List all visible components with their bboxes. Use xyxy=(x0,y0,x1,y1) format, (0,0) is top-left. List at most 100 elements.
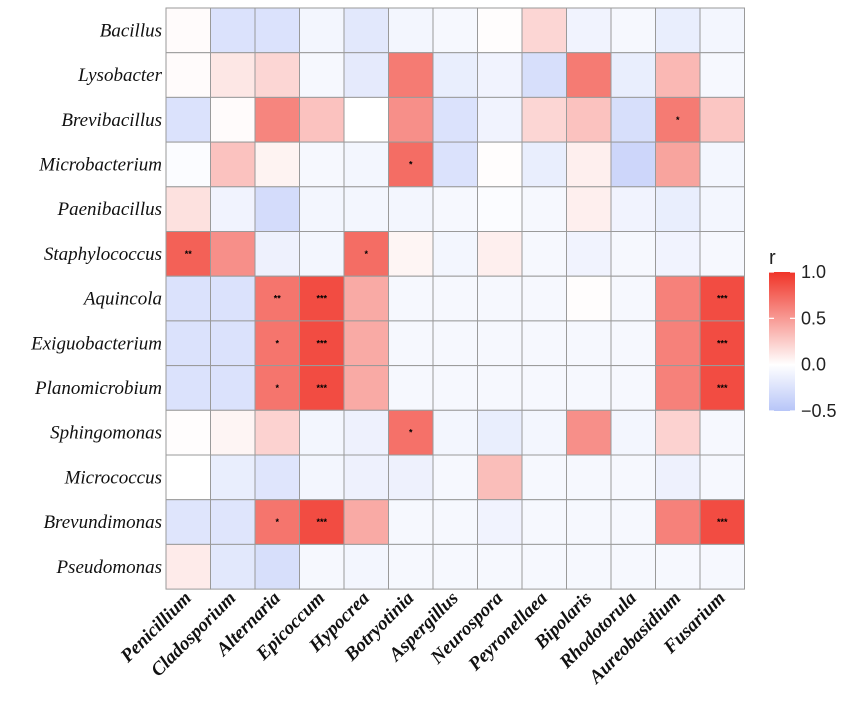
legend-colorbar xyxy=(769,272,795,411)
heatmap-cell xyxy=(610,365,656,411)
heatmap-cell xyxy=(432,320,478,367)
heatmap-cell xyxy=(655,365,701,411)
heatmap-cell xyxy=(477,543,523,590)
heatmap-cell xyxy=(299,275,345,322)
significance-mark: * xyxy=(364,249,368,259)
heatmap-cell xyxy=(165,141,211,188)
heatmap-cell xyxy=(343,454,389,501)
heatmap-cell xyxy=(477,52,523,98)
legend-tick-label: 0.0 xyxy=(801,355,826,375)
heatmap-cell xyxy=(610,141,656,188)
heatmap-cell xyxy=(299,454,345,501)
heatmap-cell xyxy=(165,454,211,501)
heatmap-cell xyxy=(210,275,256,322)
heatmap-cell xyxy=(343,52,389,98)
heatmap-cell xyxy=(254,96,300,143)
heatmap-cell xyxy=(521,454,567,501)
heatmap-cell xyxy=(432,409,478,456)
heatmap-cell xyxy=(521,231,567,277)
heatmap-cell xyxy=(655,96,701,143)
significance-mark: *** xyxy=(316,338,327,348)
heatmap-cell xyxy=(477,7,523,54)
heatmap-cell xyxy=(254,543,300,590)
significance-mark: ** xyxy=(185,249,193,259)
heatmap-cell xyxy=(210,52,256,98)
heatmap-cell xyxy=(477,499,523,545)
heatmap-cell xyxy=(699,454,745,501)
heatmap-cell xyxy=(610,320,656,367)
heatmap-cell xyxy=(210,543,256,590)
heatmap-cell xyxy=(655,231,701,277)
row-label: Micrococcus xyxy=(64,467,162,488)
row-label: Staphylococcus xyxy=(44,244,162,265)
row-label: Aquincola xyxy=(82,289,162,310)
row-label: Microbacterium xyxy=(38,154,162,175)
heatmap-cell xyxy=(521,275,567,322)
heatmap-cell xyxy=(566,543,612,590)
heatmap-cell xyxy=(388,52,434,98)
heatmap-cell xyxy=(432,365,478,411)
heatmap-cell xyxy=(521,96,567,143)
heatmap-cell xyxy=(165,96,211,143)
significance-mark: *** xyxy=(316,517,327,527)
heatmap-cell xyxy=(343,543,389,590)
heatmap-cell xyxy=(165,52,211,98)
heatmap-cell xyxy=(610,186,656,233)
significance-mark: *** xyxy=(316,294,327,304)
heatmap-cell xyxy=(699,141,745,188)
heatmap-cell xyxy=(521,409,567,456)
heatmap-cell xyxy=(655,543,701,590)
heatmap-cell xyxy=(610,275,656,322)
heatmap-cell xyxy=(254,186,300,233)
heatmap-cell xyxy=(477,454,523,501)
heatmap-cell xyxy=(388,409,434,456)
heatmap-cell xyxy=(210,365,256,411)
significance-mark: * xyxy=(275,517,279,527)
heatmap-cell xyxy=(254,52,300,98)
heatmap-cell xyxy=(610,543,656,590)
heatmap-cell xyxy=(388,454,434,501)
heatmap-cell xyxy=(388,543,434,590)
heatmap-cell xyxy=(343,409,389,456)
heatmap-cell xyxy=(521,141,567,188)
heatmap-cell xyxy=(610,409,656,456)
heatmap-cell xyxy=(655,320,701,367)
row-label: Bacillus xyxy=(100,20,162,41)
heatmap-cell xyxy=(655,186,701,233)
heatmap-cell xyxy=(566,454,612,501)
heatmap-cell xyxy=(655,7,701,54)
heatmap-cell xyxy=(432,454,478,501)
heatmap-cell xyxy=(254,231,300,277)
heatmap-cells xyxy=(165,7,745,590)
heatmap-cell xyxy=(299,96,345,143)
heatmap-cell xyxy=(254,454,300,501)
heatmap-cell xyxy=(343,96,389,143)
heatmap-cell xyxy=(432,543,478,590)
heatmap-cell xyxy=(254,320,300,367)
heatmap-cell xyxy=(432,52,478,98)
heatmap-cell xyxy=(210,454,256,501)
heatmap-cell xyxy=(477,409,523,456)
heatmap-cell xyxy=(699,543,745,590)
significance-mark: * xyxy=(409,159,413,169)
heatmap-cell xyxy=(165,320,211,367)
heatmap-cell xyxy=(566,275,612,322)
significance-marks: **** *** *** **** *** **** *** ***** *** *** xyxy=(185,115,728,527)
heatmap-cell xyxy=(655,52,701,98)
significance-mark: * xyxy=(275,338,279,348)
significance-mark: *** xyxy=(717,338,728,348)
heatmap-cell xyxy=(210,231,256,277)
heatmap-cell xyxy=(477,365,523,411)
heatmap-cell xyxy=(388,186,434,233)
heatmap-cell xyxy=(432,141,478,188)
heatmap-cell xyxy=(566,499,612,545)
heatmap-cell xyxy=(610,499,656,545)
heatmap-cell xyxy=(343,365,389,411)
heatmap-cell xyxy=(388,96,434,143)
heatmap-cell xyxy=(610,52,656,98)
heatmap-cell xyxy=(343,7,389,54)
heatmap-cell xyxy=(432,96,478,143)
heatmap-cell xyxy=(699,52,745,98)
heatmap-cell xyxy=(566,141,612,188)
